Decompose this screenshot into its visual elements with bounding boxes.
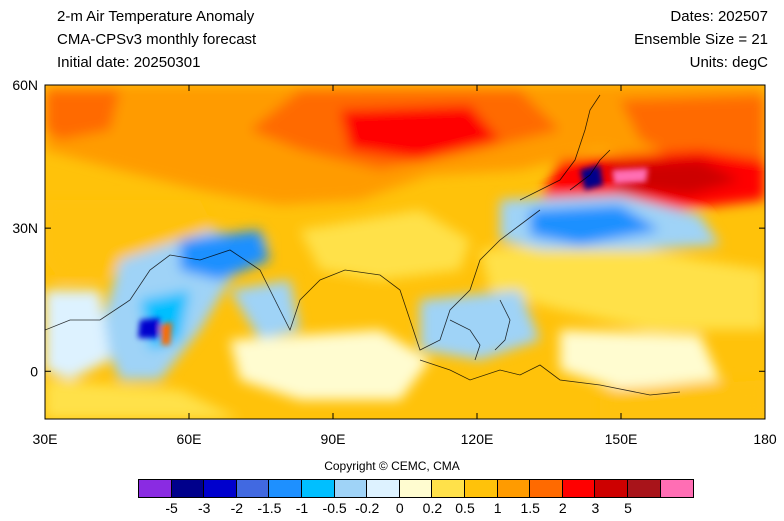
lat-tick-label: 30N <box>12 220 38 236</box>
colorbar-swatch <box>204 480 237 497</box>
colorbar-label: -3 <box>197 500 211 516</box>
lon-tick-label: 120E <box>461 431 494 447</box>
colorbar-label: -0.5 <box>322 500 347 516</box>
colorbar-label: 0 <box>395 500 404 516</box>
model-name: CMA-CPSv3 monthly forecast <box>57 31 257 48</box>
colorbar-label: 1.5 <box>520 500 540 516</box>
colorbar-label: 0.2 <box>422 500 443 516</box>
colorbar-label: 0.5 <box>455 500 475 516</box>
map-title: 2-m Air Temperature Anomaly <box>57 8 255 25</box>
lon-tick-label: 90E <box>321 431 346 447</box>
lat-tick-label: 0 <box>30 363 38 379</box>
colorbar-swatch <box>269 480 302 497</box>
colorbar-label: -0.2 <box>355 500 380 516</box>
colorbar-label: 1 <box>493 500 502 516</box>
coastlines <box>45 94 681 396</box>
copyright-note: Copyright © CEMC, CMA <box>324 459 460 473</box>
colorbar-swatch <box>334 480 368 497</box>
init-date: Initial date: 20250301 <box>57 54 201 71</box>
colorbar-swatch <box>171 480 205 497</box>
lon-tick-label: 30E <box>33 431 58 447</box>
colorbar-swatch <box>236 480 270 497</box>
colorbar-swatch <box>464 480 498 497</box>
colorbar-label: -1.5 <box>257 500 282 516</box>
colorbar-swatch <box>660 480 694 497</box>
lon-tick-label: 150E <box>605 431 638 447</box>
forecast-dates: Dates: 202507 <box>670 8 768 25</box>
units-label: Units: degC <box>689 54 768 71</box>
colorbar-swatch <box>367 480 400 497</box>
colorbar-swatch <box>301 480 335 497</box>
ensemble-size: Ensemble Size = 21 <box>634 31 768 48</box>
colorbar-swatch <box>627 480 661 497</box>
colorbar-label: -2 <box>230 500 244 516</box>
colorbar-swatch <box>595 480 628 497</box>
colorbar-swatch <box>530 480 563 497</box>
anomaly-field <box>45 85 765 419</box>
colorbar-label: -1 <box>295 500 309 516</box>
colorbar-swatch <box>432 480 465 497</box>
colorbar-swatch <box>399 480 433 497</box>
colorbar-swatch <box>139 480 172 497</box>
colorbar-label: 3 <box>591 500 600 516</box>
colorbar-label: -5 <box>165 500 178 516</box>
axis-ticks <box>44 84 766 419</box>
map-frame <box>44 84 766 420</box>
colorbar-swatch <box>497 480 531 497</box>
lat-tick-label: 60N <box>12 77 38 93</box>
lon-tick-label: 180 <box>753 431 777 447</box>
colorbar-swatch <box>562 480 596 497</box>
colorbar-label: 2 <box>558 500 567 516</box>
colorbar-label: 5 <box>624 500 632 516</box>
lon-tick-label: 60E <box>177 431 202 447</box>
colorbar <box>138 479 695 498</box>
